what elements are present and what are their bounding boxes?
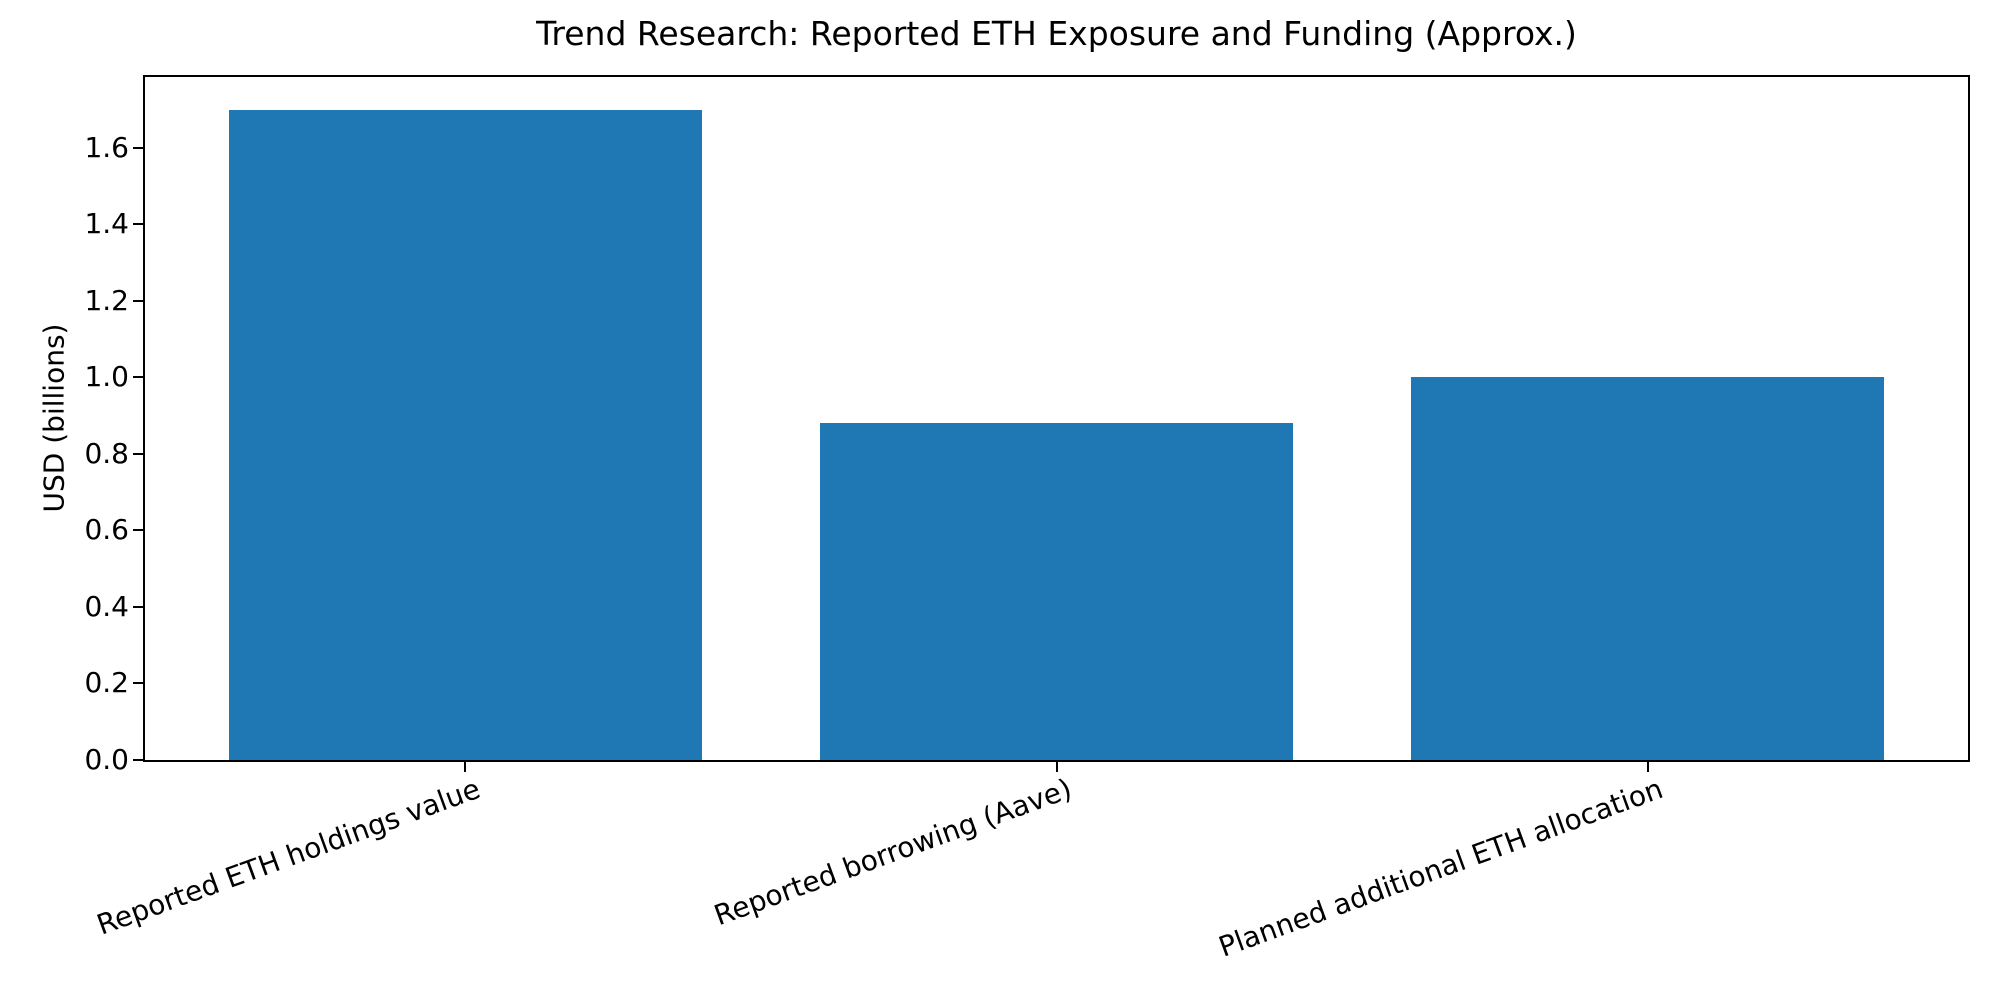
y-tick-mark: [133, 682, 143, 685]
y-tick-label: 1.2: [84, 283, 129, 317]
y-axis-label: USD (billions): [37, 323, 71, 513]
chart-title: Trend Research: Reported ETH Exposure an…: [536, 14, 1577, 53]
x-tick-label: Reported ETH holdings value: [92, 772, 485, 942]
y-tick-label: 0.6: [84, 513, 129, 547]
x-tick-label: Reported borrowing (Aave): [709, 772, 1076, 933]
y-tick-label: 1.4: [84, 207, 129, 241]
y-tick-label: 0.0: [84, 743, 129, 776]
y-tick-label: 1.0: [84, 360, 129, 394]
y-tick-mark: [133, 376, 143, 379]
bar: [1411, 377, 1885, 760]
x-tick-mark: [464, 762, 467, 772]
y-tick-mark: [133, 223, 143, 226]
plot-area: 0.0 0.2 0.4 0.6 0.8 1.0 1.2 1.4 1.6 Reported ETH …: [84, 75, 1970, 964]
y-tick-label: 0.8: [84, 436, 129, 470]
y-tick-mark: [133, 759, 143, 761]
y-tick-label: 0.2: [84, 666, 129, 700]
y-tick-mark: [133, 146, 143, 149]
y-tick-mark: [133, 605, 143, 608]
y-tick-label: 0.4: [84, 589, 129, 623]
y-tick-mark: [133, 452, 143, 455]
y-tick-mark: [133, 529, 143, 532]
x-tick-mark: [1055, 762, 1058, 772]
x-tick-label: Planned additional ETH allocation: [1213, 772, 1667, 964]
bar: [228, 109, 702, 760]
x-tick-mark: [1646, 762, 1649, 772]
y-tick-label: 1.6: [84, 130, 129, 164]
bar: [820, 423, 1293, 760]
y-tick-mark: [133, 299, 143, 302]
